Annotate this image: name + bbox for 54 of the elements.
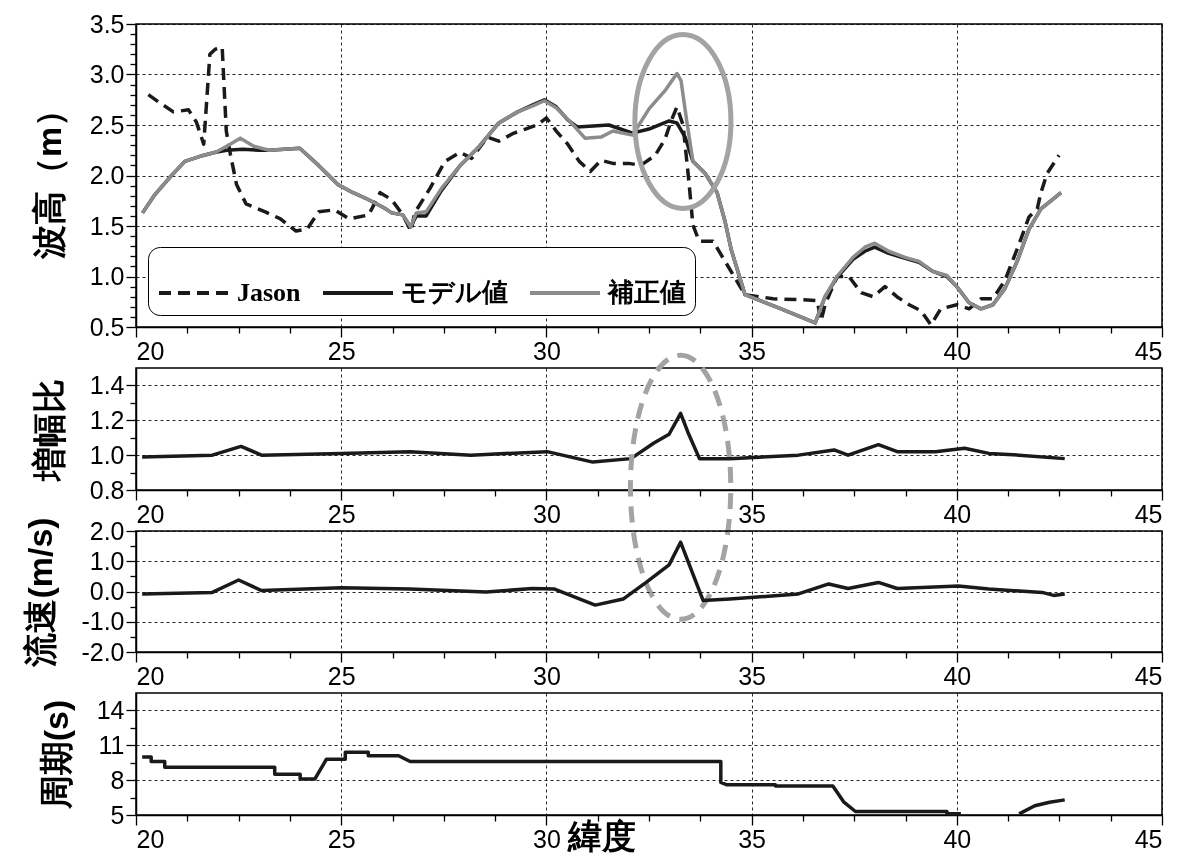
y-tick-label: 0.0	[89, 577, 125, 605]
y-tick-label: 0.5	[89, 312, 125, 341]
y-axis-title: 増幅比	[29, 378, 68, 483]
y-tick-label: 14	[96, 695, 125, 724]
x-tick-label: 30	[532, 499, 561, 528]
y-tick-label: 1.4	[89, 370, 125, 399]
y-tick-label: 8	[110, 765, 125, 794]
y-tick-label: 2.5	[89, 110, 125, 139]
y-tick-label: -2.0	[81, 637, 125, 666]
x-tick-label: 30	[532, 824, 561, 853]
y-axis-title: 周期(s)	[36, 699, 75, 811]
x-tick-label: 45	[1134, 336, 1163, 365]
x-tick-label: 20	[136, 336, 165, 365]
y-axis-title: 波高（m）	[29, 92, 68, 261]
x-tick-label: 40	[943, 336, 972, 365]
y-tick-label: 1.0	[89, 262, 125, 290]
x-tick-label: 35	[738, 336, 767, 365]
x-tick-label: 30	[532, 661, 561, 690]
x-tick-label: 20	[136, 499, 165, 528]
line-series	[140, 540, 1067, 607]
x-tick-label: 40	[943, 661, 972, 690]
x-tick-label: 25	[327, 499, 356, 528]
x-tick-label: 45	[1134, 499, 1163, 528]
y-tick-label: 0.8	[89, 475, 125, 504]
x-tick-label: 35	[738, 499, 767, 528]
y-tick-label: 2.0	[89, 161, 125, 189]
x-tick-label: 45	[1134, 824, 1163, 853]
x-tick-label: 25	[327, 661, 356, 690]
x-tick-label: 25	[327, 336, 356, 365]
y-axis-title: 流速(m/s)	[21, 517, 60, 668]
x-tick-label: 40	[943, 499, 972, 528]
x-tick-label: 35	[738, 824, 767, 853]
y-tick-label: 1.5	[89, 211, 125, 240]
y-tick-label: 3.5	[89, 9, 125, 38]
x-tick-label: 45	[1134, 661, 1163, 690]
legend-label: 補正値	[607, 278, 686, 307]
x-tick-label: 35	[738, 661, 767, 690]
y-tick-label: 1.0	[89, 546, 125, 575]
x-tick-label: 40	[943, 824, 972, 853]
legend-label: モデル値	[401, 278, 508, 307]
x-tick-label: 30	[532, 336, 561, 365]
y-tick-label: 1.2	[89, 405, 125, 434]
y-tick-label: 5	[110, 800, 125, 829]
legend-label: Jason	[237, 278, 302, 307]
y-tick-label: 2.0	[89, 516, 125, 545]
x-tick-label: 25	[327, 824, 356, 853]
y-tick-label: 11	[98, 730, 125, 759]
line-series	[140, 411, 1067, 464]
x-tick-label: 20	[136, 824, 165, 853]
y-tick-label: 3.0	[89, 60, 125, 88]
x-tick-label: 20	[136, 661, 165, 690]
x-axis-title: 緯度	[567, 816, 637, 855]
y-tick-label: 1.0	[89, 440, 125, 469]
y-tick-label: -1.0	[81, 607, 125, 636]
